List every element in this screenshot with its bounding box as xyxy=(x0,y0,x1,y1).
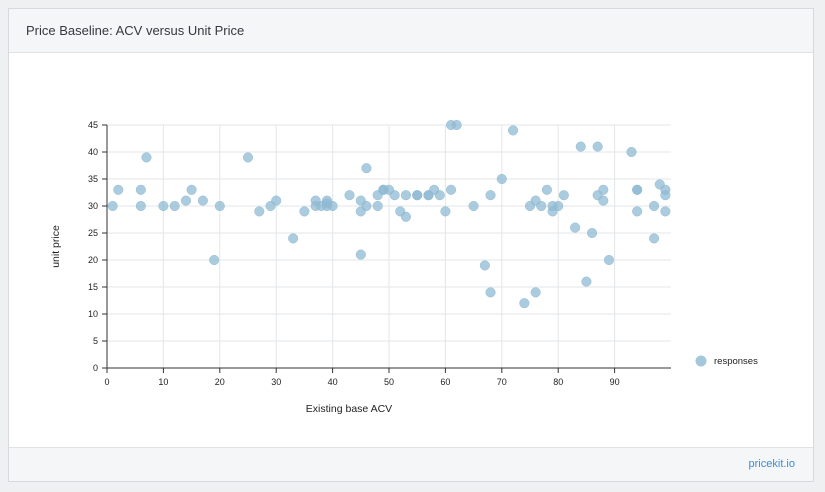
y-tick-label: 15 xyxy=(88,282,98,292)
y-axis-title: unit price xyxy=(50,225,62,268)
y-tick-label: 45 xyxy=(88,120,98,130)
data-point xyxy=(570,222,581,233)
scatter-chart: 0 10 20 30 40 50 60 70 80 90 0 5 10 15 20 25 30 35 40 45 Exi… xyxy=(50,119,758,415)
data-point xyxy=(400,190,411,201)
card-header: Price Baseline: ACV versus Unit Price xyxy=(9,9,813,53)
data-point xyxy=(485,190,496,201)
data-point xyxy=(361,200,372,212)
data-point xyxy=(485,287,496,298)
data-point xyxy=(271,195,282,206)
data-point xyxy=(107,200,118,212)
y-tick-label: 20 xyxy=(88,255,98,265)
x-tick-label: 40 xyxy=(328,377,338,387)
data-point xyxy=(445,184,457,195)
data-point xyxy=(586,227,598,239)
data-point xyxy=(254,206,265,217)
x-tick-label: 20 xyxy=(215,377,225,387)
x-tick-label: 0 xyxy=(104,377,109,387)
data-point xyxy=(530,287,541,298)
data-point xyxy=(660,184,671,195)
data-point xyxy=(372,200,383,212)
x-tick-label: 50 xyxy=(384,377,394,387)
data-point xyxy=(603,254,615,266)
x-tick-label: 30 xyxy=(271,377,281,387)
data-point xyxy=(113,184,124,195)
data-point xyxy=(632,206,643,217)
data-point xyxy=(496,173,507,185)
data-point xyxy=(135,184,146,195)
data-point xyxy=(169,200,180,212)
data-point xyxy=(412,190,423,201)
y-tick-label: 5 xyxy=(93,336,98,346)
y-tick-label: 40 xyxy=(88,147,98,157)
data-point xyxy=(361,163,372,174)
data-point xyxy=(558,190,569,201)
data-point xyxy=(135,200,146,212)
x-tick-label: 70 xyxy=(497,377,507,387)
data-point xyxy=(141,152,152,163)
data-point xyxy=(209,254,220,266)
x-tick-label: 80 xyxy=(553,377,563,387)
data-point xyxy=(632,184,643,195)
data-point xyxy=(355,249,366,260)
data-point xyxy=(389,190,400,201)
data-point xyxy=(626,146,637,158)
x-tick-label: 60 xyxy=(440,377,450,387)
data-point xyxy=(468,200,479,212)
card-footer: pricekit.io xyxy=(9,447,813,481)
data-point xyxy=(186,184,197,195)
data-point xyxy=(519,298,530,309)
x-axis-title: Existing base ACV xyxy=(306,403,392,415)
data-point xyxy=(327,200,338,212)
data-point xyxy=(649,200,660,212)
data-point xyxy=(158,200,169,212)
x-tick-label: 10 xyxy=(158,377,168,387)
y-tick-label: 35 xyxy=(88,174,98,184)
y-tick-label: 0 xyxy=(93,363,98,373)
legend-marker xyxy=(695,355,707,367)
data-point xyxy=(581,276,592,287)
data-point xyxy=(598,184,609,195)
data-point xyxy=(553,200,564,212)
data-point xyxy=(479,260,490,271)
data-point xyxy=(592,141,603,152)
data-point xyxy=(649,233,660,244)
data-point xyxy=(288,233,299,244)
y-tick-label: 25 xyxy=(88,228,98,238)
y-tick-label: 30 xyxy=(88,201,98,211)
data-point xyxy=(197,195,208,206)
card-title: Price Baseline: ACV versus Unit Price xyxy=(26,23,245,38)
data-point xyxy=(508,125,519,136)
data-point xyxy=(541,184,552,195)
data-point xyxy=(660,206,671,217)
y-tick-label: 10 xyxy=(88,309,98,319)
data-point xyxy=(299,206,310,217)
pricekit-link[interactable]: pricekit.io xyxy=(748,458,795,470)
data-point xyxy=(598,195,609,206)
data-point xyxy=(451,119,462,131)
data-point xyxy=(242,152,254,163)
data-point xyxy=(180,195,192,206)
data-point xyxy=(575,141,586,152)
data-point xyxy=(440,206,451,217)
data-point xyxy=(434,190,445,201)
data-point xyxy=(214,200,225,212)
data-point xyxy=(536,200,547,212)
x-tick-label: 90 xyxy=(610,377,620,387)
data-point xyxy=(344,190,355,201)
legend-label: responses xyxy=(714,356,758,367)
data-point xyxy=(400,211,411,222)
chart-card: Price Baseline: ACV versus Unit Price 0 1… xyxy=(8,8,814,482)
